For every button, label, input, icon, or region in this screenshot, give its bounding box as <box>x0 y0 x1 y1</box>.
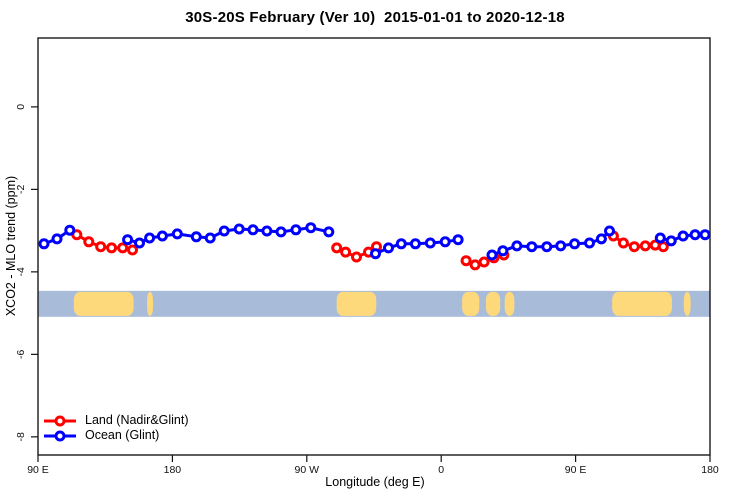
x-tick-label: 180 <box>701 464 719 476</box>
data-point-ocean <box>64 224 76 236</box>
data-point-land <box>460 255 472 267</box>
data-point-ocean <box>122 234 134 246</box>
data-point-ocean <box>51 233 63 245</box>
data-point-ocean <box>275 226 287 238</box>
data-point-ocean <box>38 238 50 250</box>
data-point-ocean <box>144 232 156 244</box>
data-point-ocean <box>370 248 381 260</box>
data-point-land <box>351 251 362 263</box>
data-point-ocean <box>526 241 538 253</box>
map-band-land <box>147 291 153 316</box>
data-point-ocean <box>409 238 421 250</box>
legend-item-ocean: Ocean (Glint) <box>43 428 189 443</box>
data-point-ocean <box>156 230 168 242</box>
chart-title: 30S-20S February (Ver 10) 2015-01-01 to … <box>185 9 565 26</box>
legend-label-land: Land (Nadir&Glint) <box>85 413 189 427</box>
land-series-marker-icon <box>44 415 76 426</box>
y-tick-label: 0 <box>15 104 27 110</box>
data-point-ocean <box>218 225 230 237</box>
data-point-ocean <box>290 224 302 236</box>
data-point-ocean <box>204 232 216 244</box>
y-tick-label: -8 <box>15 432 27 441</box>
y-tick-label: -4 <box>15 267 27 276</box>
data-point-ocean <box>323 226 335 238</box>
data-point-ocean <box>677 230 689 242</box>
x-tick-label: 90 W <box>295 464 320 476</box>
x-tick-label: 0 <box>438 464 444 476</box>
data-point-land <box>478 256 490 268</box>
y-tick-label: -6 <box>15 350 27 359</box>
data-point-ocean <box>247 224 259 236</box>
data-point-ocean <box>439 236 451 248</box>
data-point-land <box>127 244 138 256</box>
data-point-land <box>95 241 107 253</box>
map-band-land <box>612 291 672 316</box>
map-band-land <box>336 291 377 316</box>
data-point-ocean <box>134 237 145 249</box>
data-point-land <box>628 241 640 253</box>
data-point-land <box>639 240 651 252</box>
data-point-ocean <box>395 238 407 250</box>
data-point-land <box>83 236 95 248</box>
x-tick-label: 180 <box>164 464 182 476</box>
map-band-land <box>504 291 515 316</box>
data-point-ocean <box>699 229 711 241</box>
data-point-ocean <box>171 228 183 240</box>
y-tick-label: -2 <box>15 185 27 194</box>
data-point-ocean <box>511 240 523 252</box>
data-point-land <box>106 242 118 254</box>
data-point-ocean <box>424 237 436 249</box>
data-point-land <box>657 241 669 253</box>
data-point-land <box>340 246 352 258</box>
data-point-ocean <box>305 222 317 234</box>
series-line-ocean <box>490 229 611 257</box>
data-point-ocean <box>604 225 615 237</box>
data-point-land <box>617 237 629 249</box>
x-tick-label: 90 E <box>27 464 49 476</box>
ocean-series-marker-icon <box>44 430 76 441</box>
data-point-ocean <box>569 238 581 250</box>
x-tick-label: 90 E <box>565 464 587 476</box>
data-point-ocean <box>497 245 509 257</box>
plot-area-border <box>37 37 711 456</box>
data-point-ocean <box>584 237 595 249</box>
legend: Land (Nadir&Glint) Ocean (Glint) <box>43 413 189 443</box>
x-axis-label: Longitude (deg E) <box>325 475 425 489</box>
data-point-land <box>331 242 343 254</box>
y-axis-label: XCO2 - MLO trend (ppm) <box>4 175 18 317</box>
data-point-ocean <box>654 232 666 244</box>
data-point-ocean <box>190 231 202 243</box>
data-point-ocean <box>261 225 273 237</box>
data-point-ocean <box>486 249 498 261</box>
data-point-ocean <box>383 242 394 254</box>
data-point-land <box>117 242 129 254</box>
data-point-ocean <box>233 223 245 235</box>
data-point-ocean <box>689 229 701 241</box>
data-point-ocean <box>665 235 677 247</box>
data-point-ocean <box>555 240 567 252</box>
data-point-ocean <box>541 241 553 253</box>
legend-label-ocean: Ocean (Glint) <box>85 428 160 442</box>
map-band-land <box>73 291 134 316</box>
legend-item-land: Land (Nadir&Glint) <box>43 413 189 428</box>
data-point-ocean <box>595 233 607 245</box>
data-point-ocean <box>452 234 464 246</box>
map-band-land <box>462 291 480 316</box>
map-band-land <box>486 291 501 316</box>
map-band-land <box>683 291 691 316</box>
data-point-land <box>469 259 481 271</box>
